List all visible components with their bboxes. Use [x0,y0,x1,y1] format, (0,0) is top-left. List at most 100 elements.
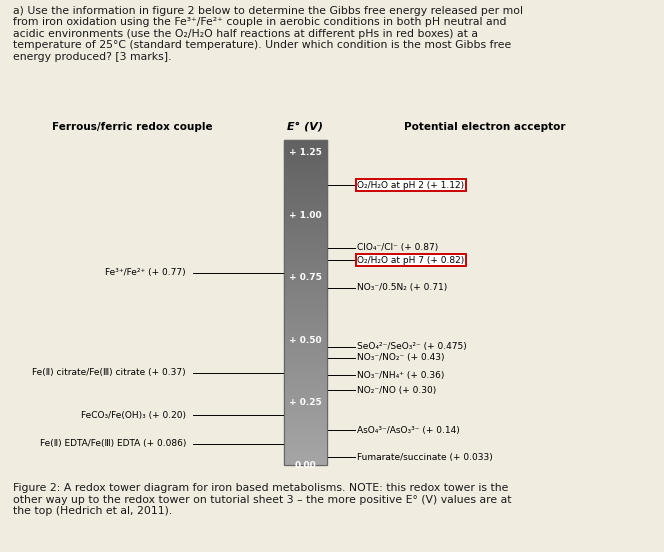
Bar [284,428,327,429]
Bar [284,338,327,340]
Bar [284,277,327,278]
Bar [284,173,327,174]
Bar [284,389,327,390]
Bar [284,348,327,350]
Bar [284,283,327,285]
Bar [284,228,327,230]
Bar [284,166,327,168]
Bar [284,150,327,152]
Bar [284,309,327,311]
Bar [284,343,327,345]
Bar [284,337,327,338]
Bar [284,217,327,219]
Text: ClO₄⁻/Cl⁻ (+ 0.87): ClO₄⁻/Cl⁻ (+ 0.87) [357,243,438,252]
Text: + 0.25: + 0.25 [289,399,322,407]
Text: Fe(Ⅱ) EDTA/Fe(Ⅲ) EDTA (+ 0.086): Fe(Ⅱ) EDTA/Fe(Ⅲ) EDTA (+ 0.086) [40,439,186,448]
Bar [284,335,327,337]
Text: a) Use the information in figure 2 below to determine the Gibbs free energy rele: a) Use the information in figure 2 below… [13,6,523,62]
Bar [284,415,327,417]
Bar [284,145,327,147]
Bar [284,202,327,204]
Text: Fe(Ⅱ) citrate/Fe(Ⅲ) citrate (+ 0.37): Fe(Ⅱ) citrate/Fe(Ⅲ) citrate (+ 0.37) [33,368,186,377]
Text: O₂/H₂O at pH 7 (+ 0.82): O₂/H₂O at pH 7 (+ 0.82) [357,256,465,265]
Bar [284,152,327,153]
Bar [284,397,327,399]
Bar [284,163,327,164]
Text: + 1.00: + 1.00 [289,211,322,220]
Bar [284,275,327,277]
Bar [284,332,327,333]
Bar [284,241,327,243]
Bar [284,184,327,186]
Bar [284,383,327,384]
Bar [284,245,327,246]
Bar [284,417,327,418]
Bar [284,392,327,394]
Bar [284,321,327,322]
Bar [284,366,327,368]
Bar [284,342,327,343]
Bar [284,413,327,415]
Bar [284,418,327,420]
Bar [284,400,327,402]
Bar [284,355,327,357]
Bar [284,316,327,317]
Bar [284,140,327,465]
Bar [284,251,327,252]
Bar [284,248,327,249]
Bar [284,191,327,192]
Bar [284,249,327,251]
Bar [284,410,327,412]
Bar [284,176,327,178]
Bar [284,374,327,376]
Bar [284,246,327,248]
Bar [284,233,327,235]
Text: SeO₄²⁻/SeO₃²⁻ (+ 0.475): SeO₄²⁻/SeO₃²⁻ (+ 0.475) [357,342,467,351]
Bar [284,144,327,145]
Bar [284,350,327,352]
Bar [284,231,327,233]
Bar [284,402,327,404]
Bar [284,223,327,225]
Bar [284,183,327,184]
Bar [284,307,327,309]
Bar [284,378,327,379]
Bar [284,454,327,455]
Bar [284,388,327,389]
Bar [284,272,327,274]
Bar [284,444,327,446]
Bar [284,179,327,181]
Bar [284,221,327,223]
Bar [284,368,327,369]
Bar [284,192,327,194]
Text: NO₃⁻/0.5N₂ (+ 0.71): NO₃⁻/0.5N₂ (+ 0.71) [357,283,448,293]
Bar [284,363,327,364]
Bar [284,142,327,144]
Bar [284,235,327,236]
Bar [284,212,327,214]
Bar [284,280,327,282]
Bar [284,373,327,374]
Bar [284,347,327,348]
Bar [284,274,327,275]
Bar [284,199,327,200]
Bar [284,424,327,426]
Bar [284,439,327,441]
Bar [284,438,327,439]
Bar [284,443,327,444]
Bar [284,301,327,303]
Bar [284,364,327,366]
Bar [284,314,327,316]
Bar [284,353,327,355]
Bar [284,171,327,173]
Bar [284,360,327,362]
Bar [284,429,327,431]
Text: E° (V): E° (V) [288,121,323,131]
Bar [284,205,327,207]
Bar [284,204,327,205]
Bar [284,264,327,266]
Text: Fe³⁺/Fe²⁺ (+ 0.77): Fe³⁺/Fe²⁺ (+ 0.77) [106,268,186,277]
Bar [284,358,327,360]
Bar [284,188,327,189]
Bar [284,164,327,166]
